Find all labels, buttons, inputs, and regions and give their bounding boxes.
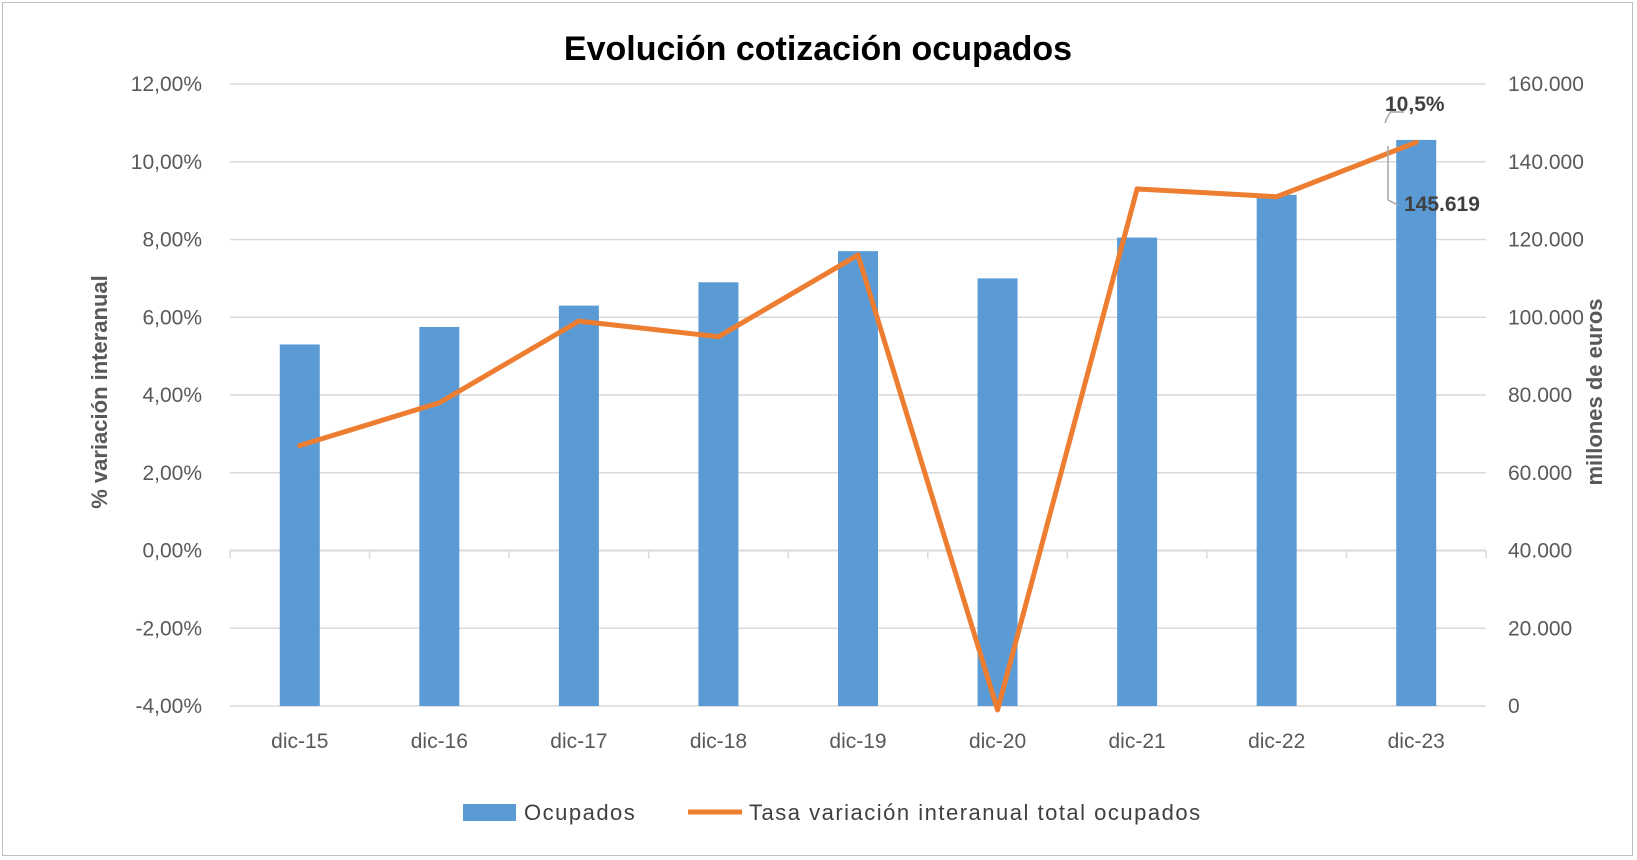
left-tick-label: 0,00%	[142, 540, 202, 563]
line-label-leader	[1386, 110, 1392, 119]
left-tick-label: 10,00%	[131, 151, 202, 174]
left-axis-title: % variación interanual	[87, 275, 112, 509]
line-point-dic-20	[995, 707, 1001, 713]
line-point-dic-21	[1134, 186, 1140, 192]
bar-label-leader-tail	[1387, 199, 1399, 206]
left-tick-label: 4,00%	[142, 384, 202, 407]
line-point-dic-16	[436, 400, 442, 406]
data-labels: 10,5% 145.619	[1384, 93, 1480, 216]
bar-dic-20	[977, 278, 1018, 706]
x-tick-label: dic-18	[690, 730, 747, 753]
right-axis-title: millones de euros	[1582, 298, 1607, 485]
x-tick-label: dic-15	[271, 730, 328, 753]
bar-dic-15	[279, 344, 320, 706]
right-tick-label: 0	[1508, 695, 1520, 718]
left-tick-label: -2,00%	[135, 617, 202, 640]
bar-dic-21	[1117, 237, 1158, 706]
bar-dic-22	[1256, 194, 1297, 706]
right-tick-label: 120.000	[1508, 229, 1584, 252]
x-tick-label: dic-21	[1109, 730, 1166, 753]
bar-dic-17	[558, 305, 599, 706]
legend: Ocupados Tasa variación interanual total…	[463, 800, 1202, 825]
line-point-dic-18	[715, 334, 721, 340]
bar-series	[279, 139, 1437, 707]
right-tick-label: 80.000	[1508, 384, 1572, 407]
line-series	[297, 139, 1419, 713]
line-label-leader-tail	[1384, 117, 1388, 124]
legend-swatch-ocupados	[463, 804, 516, 821]
left-tick-label: 6,00%	[142, 306, 202, 329]
right-tick-label: 20.000	[1508, 617, 1572, 640]
x-tick-label: dic-23	[1388, 730, 1445, 753]
x-tick-label: dic-19	[829, 730, 886, 753]
line-data-label: 10,5%	[1385, 93, 1445, 116]
bar-dic-23	[1396, 139, 1437, 707]
left-axis-ticks: -4,00% -2,00% 0,00% 2,00% 4,00% 6,00% 8,00% 10,…	[131, 73, 202, 718]
bar-dic-16	[419, 326, 460, 706]
bar-data-label: 145.619	[1404, 193, 1480, 216]
x-tick-label: dic-22	[1248, 730, 1305, 753]
x-tick-label: dic-16	[411, 730, 468, 753]
left-tick-label: 2,00%	[142, 462, 202, 485]
bar-dic-19	[838, 251, 878, 706]
right-tick-label: 60.000	[1508, 462, 1572, 485]
right-tick-label: 140.000	[1508, 151, 1584, 174]
x-tick-label: dic-20	[969, 730, 1026, 753]
x-axis-ticks: dic-15 dic-16 dic-17 dic-18 dic-19 dic-20 dic-…	[271, 730, 1445, 753]
right-axis-ticks: 0 20.000 40.000 60.000 80.000 100.000 120.000 1…	[1508, 73, 1584, 718]
line-point-dic-19	[855, 252, 861, 258]
line-point-dic-23	[1413, 139, 1419, 145]
right-tick-label: 160.000	[1508, 73, 1584, 96]
bar-dic-18	[698, 282, 739, 706]
legend-label-tasa: Tasa variación interanual total ocupados	[749, 800, 1202, 825]
left-tick-label: 8,00%	[142, 229, 202, 252]
right-tick-label: 40.000	[1508, 540, 1572, 563]
line-point-dic-22	[1274, 194, 1280, 200]
line-point-dic-15	[297, 443, 303, 449]
x-tick-label: dic-17	[550, 730, 607, 753]
left-tick-label: -4,00%	[135, 695, 202, 718]
chart-title: Evolución cotización ocupados	[564, 30, 1072, 68]
line-point-dic-17	[576, 318, 582, 324]
left-tick-label: 12,00%	[131, 73, 202, 96]
right-tick-label: 100.000	[1508, 306, 1584, 329]
legend-label-ocupados: Ocupados	[524, 800, 636, 825]
